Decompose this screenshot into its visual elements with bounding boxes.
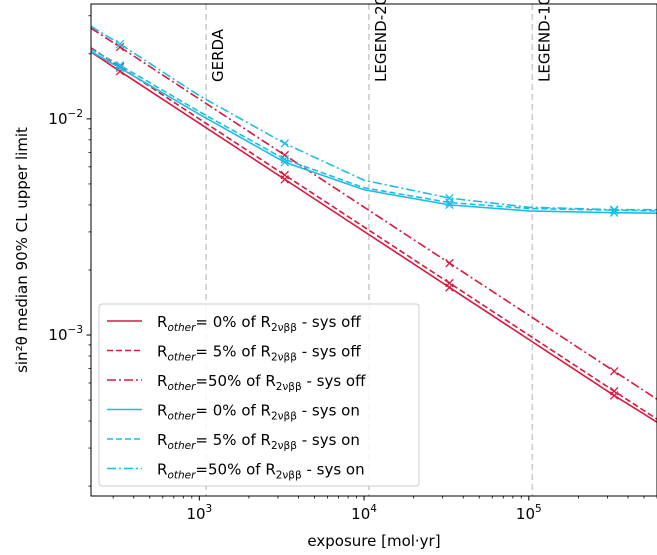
legend-label-5: Rother=50% of R2νββ - sys on [157, 461, 365, 482]
legend-box [98, 303, 420, 487]
series-marker-5-1 [280, 139, 290, 148]
series-marker-1-2 [445, 278, 454, 288]
series-marker-1-3 [609, 386, 619, 396]
series-line-2 [91, 27, 657, 400]
vline-label-1: LEGEND-200 [372, 0, 390, 82]
legend-label-3: Rother= 0% of R2νββ - sys on [157, 402, 360, 423]
series-marker-0-3 [609, 391, 619, 400]
y-tick-label-0: 10−3 [48, 324, 83, 344]
series-marker-3-0 [115, 63, 125, 73]
series-marker-4-0 [115, 61, 125, 70]
series-marker-4-1 [280, 155, 290, 164]
plot-frame [90, 3, 657, 497]
legend-label-1: Rother= 5% of R2νββ - sys off [157, 343, 361, 364]
series-marker-5-2 [445, 193, 454, 203]
series-marker-2-0 [115, 42, 125, 52]
series-marker-2-2 [445, 258, 454, 268]
series-line-3 [91, 50, 657, 215]
legend-label-4: Rother= 5% of R2νββ - sys on [157, 431, 360, 452]
vline-label-2: LEGEND-1000 [535, 0, 553, 82]
y-axis-label: sin²θ median 90% CL upper limit [13, 127, 31, 373]
vline-label-0: GERDA [209, 28, 227, 82]
series-line-0 [91, 51, 657, 423]
series-marker-2-3 [609, 366, 619, 376]
x-axis-label: exposure [mol·yr] [307, 532, 440, 550]
axes: 103 104 105 10−3 10−2 exposure [mol·yr] sin²θ … [13, 3, 657, 550]
reference-lines: GERDA LEGEND-200 LEGEND-1000 [205, 0, 553, 496]
series-layer [91, 25, 657, 423]
legend: Rother= 0% of R2νββ - sys off Rother= 5% … [98, 303, 420, 487]
series-marker-1-1 [280, 170, 290, 180]
series-marker-5-3 [609, 205, 619, 214]
x-tick-label-0: 103 [186, 503, 212, 523]
series-line-4 [91, 48, 657, 212]
x-tick-label-2: 105 [516, 503, 542, 523]
legend-label-2: Rother=50% of R2νββ - sys off [157, 372, 366, 393]
series-line-1 [91, 47, 657, 420]
legend-label-0: Rother= 0% of R2νββ - sys off [157, 313, 361, 334]
y-tick-label-1: 10−2 [48, 108, 83, 128]
series-line-5 [91, 25, 657, 211]
x-tick-label-1: 104 [351, 503, 377, 523]
series-marker-5-0 [115, 39, 125, 49]
